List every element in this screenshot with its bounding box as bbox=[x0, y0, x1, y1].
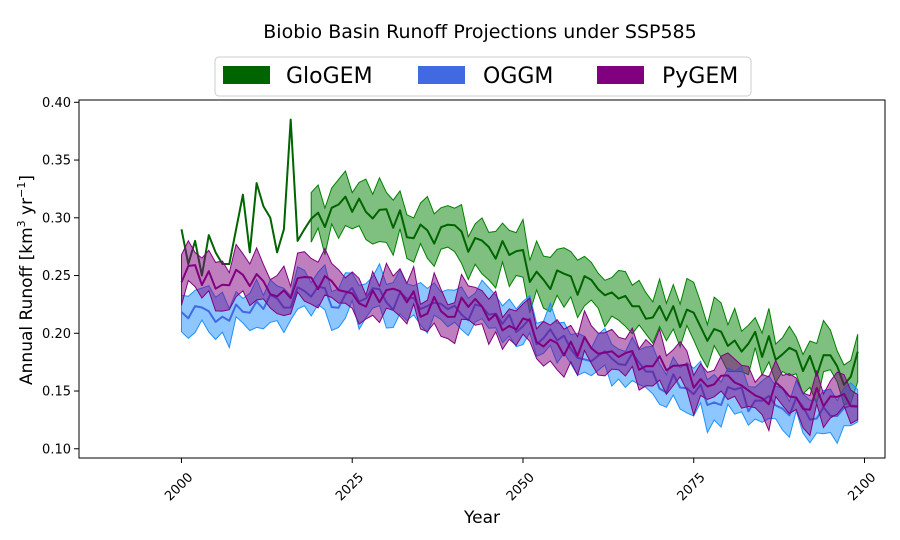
y-tick-label-4: 0.30 bbox=[42, 211, 71, 226]
plot-frame bbox=[78, 99, 886, 459]
y-tick-label-5: 0.35 bbox=[42, 154, 71, 169]
y-tick-label-6: 0.40 bbox=[42, 96, 71, 111]
y-axis: 0.10 0.15 0.20 0.25 0.30 0.35 0.40 bbox=[42, 96, 79, 457]
plot-series bbox=[180, 118, 859, 445]
y-tick-label-1: 0.15 bbox=[42, 385, 71, 400]
band-pygem bbox=[181, 239, 859, 437]
legend-label-pygem: PyGEM bbox=[662, 64, 738, 89]
legend-label-oggm: OGGM bbox=[483, 64, 553, 89]
line-pygem bbox=[180, 264, 858, 411]
legend-swatch-pygem bbox=[597, 66, 644, 84]
x-tick-label-2100: 2100 bbox=[845, 470, 879, 504]
line-glogem bbox=[180, 118, 859, 386]
y-tick-label-0: 0.10 bbox=[42, 442, 71, 457]
band-glogem bbox=[310, 169, 859, 406]
legend-label-glogem: GloGEM bbox=[286, 64, 373, 89]
legend: GloGEM OGGM PyGEM bbox=[214, 56, 752, 97]
x-tick-label-2000: 2000 bbox=[162, 470, 196, 504]
chart-title: Biobio Basin Runoff Projections under SS… bbox=[263, 21, 696, 43]
y-tick-label-3: 0.25 bbox=[42, 269, 71, 284]
x-tick-label-2050: 2050 bbox=[504, 470, 538, 504]
x-tick-label-2025: 2025 bbox=[333, 470, 367, 504]
x-tick-label-2075: 2075 bbox=[675, 470, 709, 504]
y-axis-title: Annual Runoff [km3 yr−1] bbox=[15, 175, 37, 385]
legend-swatch-oggm bbox=[418, 66, 465, 84]
y-tick-label-2: 0.20 bbox=[42, 327, 71, 342]
x-axis-title: Year bbox=[463, 508, 500, 528]
x-axis: 2000 2025 2050 2075 2100 bbox=[162, 458, 879, 504]
legend-swatch-glogem bbox=[223, 66, 270, 84]
